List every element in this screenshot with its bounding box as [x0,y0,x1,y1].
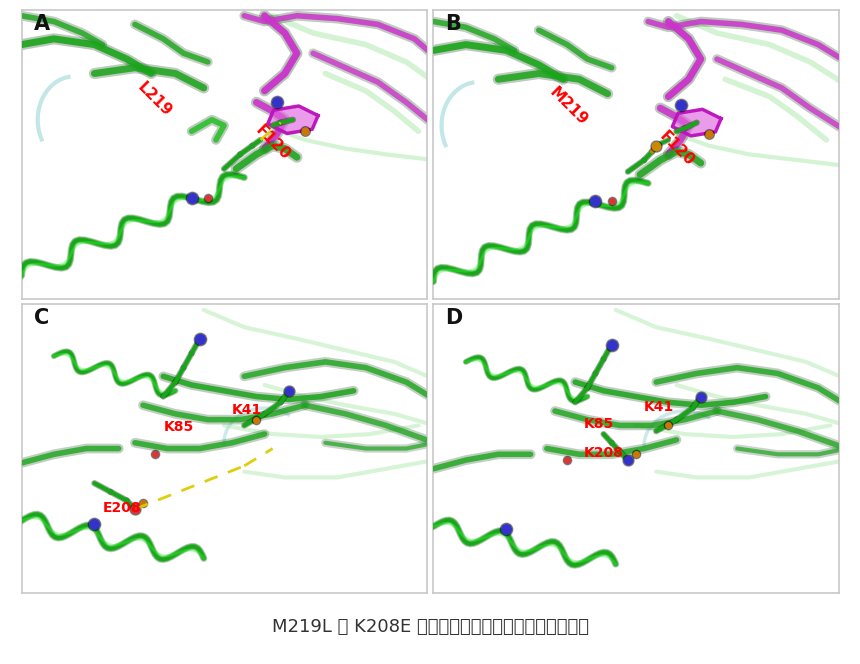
Text: D: D [445,308,463,328]
Text: M219L 和 K208E 氨基酸突变对尿酸氧化酶构象的影响: M219L 和 K208E 氨基酸突变对尿酸氧化酶构象的影响 [272,618,588,637]
Text: A: A [34,14,50,34]
Text: E208: E208 [102,501,141,515]
Text: K208: K208 [583,446,624,460]
Text: K85: K85 [163,420,194,434]
Text: L219: L219 [135,80,175,120]
Text: K41: K41 [232,403,262,417]
Text: F120: F120 [656,128,697,169]
Text: C: C [34,308,49,328]
Text: K85: K85 [583,417,613,432]
Text: B: B [445,14,462,34]
Polygon shape [673,110,721,136]
Polygon shape [267,106,318,133]
Text: K41: K41 [644,400,674,414]
Text: M219: M219 [547,84,591,129]
Text: F120: F120 [252,123,293,163]
